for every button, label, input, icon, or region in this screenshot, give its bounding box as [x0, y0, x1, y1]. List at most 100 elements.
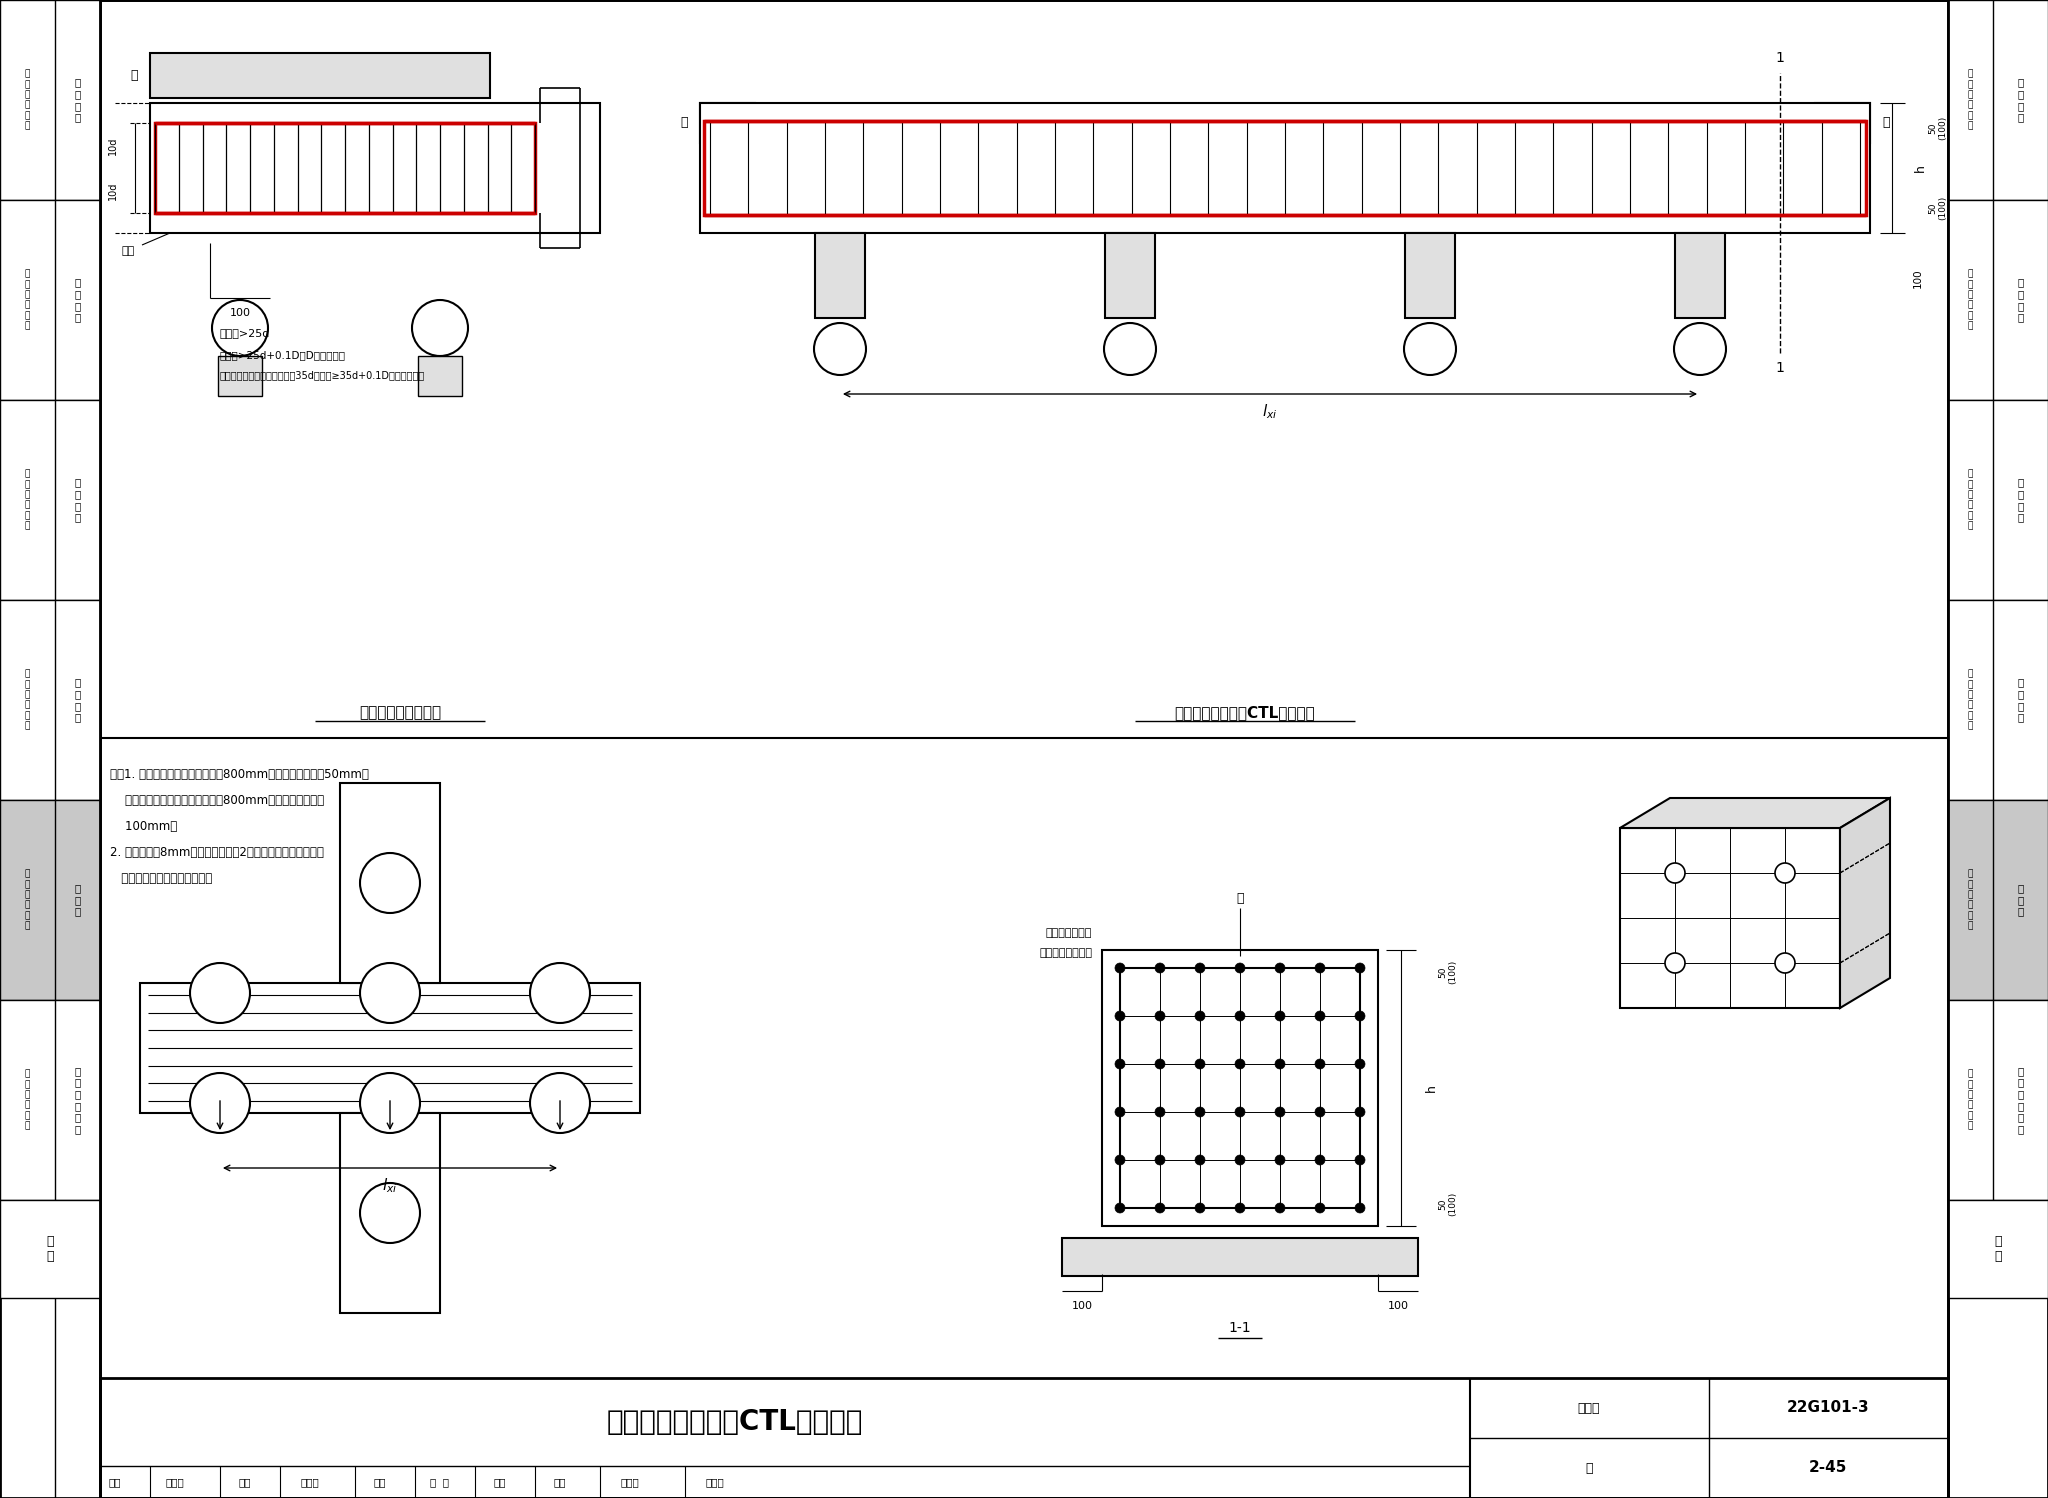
Text: 1: 1	[1776, 361, 1784, 374]
Circle shape	[1276, 1059, 1284, 1070]
Text: 设计: 设计	[553, 1477, 565, 1488]
Circle shape	[1276, 963, 1284, 974]
Circle shape	[360, 1073, 420, 1132]
Text: 1: 1	[1776, 51, 1784, 64]
Circle shape	[412, 300, 469, 357]
Circle shape	[1356, 1011, 1366, 1022]
Text: 图集号: 图集号	[1577, 1402, 1599, 1414]
Text: 方桩：>25d: 方桩：>25d	[219, 328, 270, 339]
Bar	[340, 783, 440, 983]
Polygon shape	[1839, 798, 1890, 1008]
Text: 平订: 平订	[494, 1477, 506, 1488]
Circle shape	[1104, 324, 1155, 374]
Bar	[1948, 601, 2048, 800]
Circle shape	[1356, 1059, 1366, 1070]
Circle shape	[213, 300, 268, 357]
Text: 基
础
相
关
构
造: 基 础 相 关 构 造	[74, 1067, 80, 1134]
Text: 附
录: 附 录	[1995, 1234, 2001, 1263]
Circle shape	[190, 963, 250, 1023]
Circle shape	[1276, 1011, 1284, 1022]
Circle shape	[1235, 1203, 1245, 1213]
Text: h: h	[1913, 165, 1927, 172]
Bar	[815, 234, 864, 318]
Circle shape	[1155, 1107, 1165, 1118]
Text: 2-45: 2-45	[1808, 1461, 1847, 1476]
Circle shape	[813, 324, 866, 374]
Bar	[705, 121, 1866, 216]
Text: 墙下双排桩承台梁CTL钢筋构造: 墙下双排桩承台梁CTL钢筋构造	[1176, 706, 1315, 721]
Circle shape	[1235, 1059, 1245, 1070]
Circle shape	[1194, 1011, 1204, 1022]
Text: 100mm。: 100mm。	[111, 819, 178, 833]
Text: 桩
基
础: 桩 基 础	[2017, 884, 2023, 917]
Circle shape	[1315, 963, 1325, 974]
Bar	[1948, 800, 2048, 1001]
Circle shape	[1114, 1155, 1124, 1165]
Text: 标
准
构
造
详
图: 标 准 构 造 详 图	[1968, 670, 1972, 731]
Text: 筏
形
基
础: 筏 形 基 础	[74, 677, 80, 722]
Text: 标
准
构
造
详
图: 标 准 构 造 详 图	[1968, 869, 1972, 930]
Bar	[0, 400, 100, 601]
Circle shape	[1194, 1059, 1204, 1070]
Text: 标
准
构
造
详
图: 标 准 构 造 详 图	[25, 69, 31, 130]
Text: 垫层: 垫层	[121, 246, 135, 256]
Text: 100: 100	[1913, 268, 1923, 288]
Text: 标
准
构
造
详
图: 标 准 构 造 详 图	[1968, 1070, 1972, 1131]
Circle shape	[1315, 1203, 1325, 1213]
Bar	[100, 1378, 1948, 1498]
Circle shape	[1155, 1203, 1165, 1213]
Bar	[700, 103, 1870, 234]
Text: 标
准
构
造
详
图: 标 准 构 造 详 图	[25, 270, 31, 331]
Text: 标
准
构
造
详
图: 标 准 构 造 详 图	[25, 869, 31, 930]
Bar	[1405, 234, 1454, 318]
Circle shape	[1194, 963, 1204, 974]
Text: 桩
基
础: 桩 基 础	[74, 884, 80, 917]
Circle shape	[1405, 324, 1456, 374]
Bar	[1106, 234, 1155, 318]
Circle shape	[1114, 1059, 1124, 1070]
Circle shape	[1155, 1011, 1165, 1022]
Circle shape	[1235, 1155, 1245, 1165]
Circle shape	[1155, 1155, 1165, 1165]
Circle shape	[1673, 324, 1726, 374]
Bar	[150, 52, 489, 97]
Text: 注：1. 当桩直径或桩截面边长小于800mm时，桩顶嵌入承台50mm；: 注：1. 当桩直径或桩截面边长小于800mm时，桩顶嵌入承台50mm；	[111, 768, 369, 780]
Circle shape	[1235, 1107, 1245, 1118]
Text: 页: 页	[1585, 1462, 1593, 1474]
Circle shape	[1315, 1155, 1325, 1165]
Text: 标
准
构
造
详
图: 标 准 构 造 详 图	[1968, 69, 1972, 130]
Text: 承台梁端部钢筋构造: 承台梁端部钢筋构造	[358, 706, 440, 721]
Text: 50
(100): 50 (100)	[1438, 960, 1458, 984]
Text: 10d: 10d	[109, 181, 119, 199]
Circle shape	[190, 1073, 250, 1132]
Text: 复查: 复查	[240, 1477, 252, 1488]
Circle shape	[1155, 1059, 1165, 1070]
Text: $l_{xi}$: $l_{xi}$	[1262, 403, 1278, 421]
Text: 1-1: 1-1	[1229, 1321, 1251, 1335]
Circle shape	[530, 963, 590, 1023]
Circle shape	[1194, 1107, 1204, 1118]
Bar	[0, 800, 100, 1001]
Bar	[0, 0, 100, 201]
Circle shape	[1276, 1203, 1284, 1213]
Bar	[0, 0, 100, 1498]
Circle shape	[1276, 1155, 1284, 1165]
Bar	[418, 357, 463, 395]
Text: 详见具体工程设计: 详见具体工程设计	[1038, 948, 1092, 959]
Text: 圆桩：>25d+0.1D，D为圆桩直径: 圆桩：>25d+0.1D，D为圆桩直径	[219, 351, 346, 360]
Bar	[1948, 0, 2048, 1498]
Circle shape	[1276, 1107, 1284, 1118]
Bar	[0, 1001, 100, 1200]
Bar	[340, 1113, 440, 1314]
Bar	[1948, 1001, 2048, 1200]
Circle shape	[1194, 1155, 1204, 1165]
Circle shape	[1776, 953, 1794, 974]
Circle shape	[1776, 863, 1794, 882]
Text: 条
形
基
础: 条 形 基 础	[2017, 478, 2023, 523]
Text: 100: 100	[1071, 1300, 1092, 1311]
Text: 基
础
相
关
构
造: 基 础 相 关 构 造	[2017, 1067, 2023, 1134]
Circle shape	[1315, 1059, 1325, 1070]
Circle shape	[1194, 1203, 1204, 1213]
Bar	[217, 357, 262, 395]
Circle shape	[1356, 1203, 1366, 1213]
